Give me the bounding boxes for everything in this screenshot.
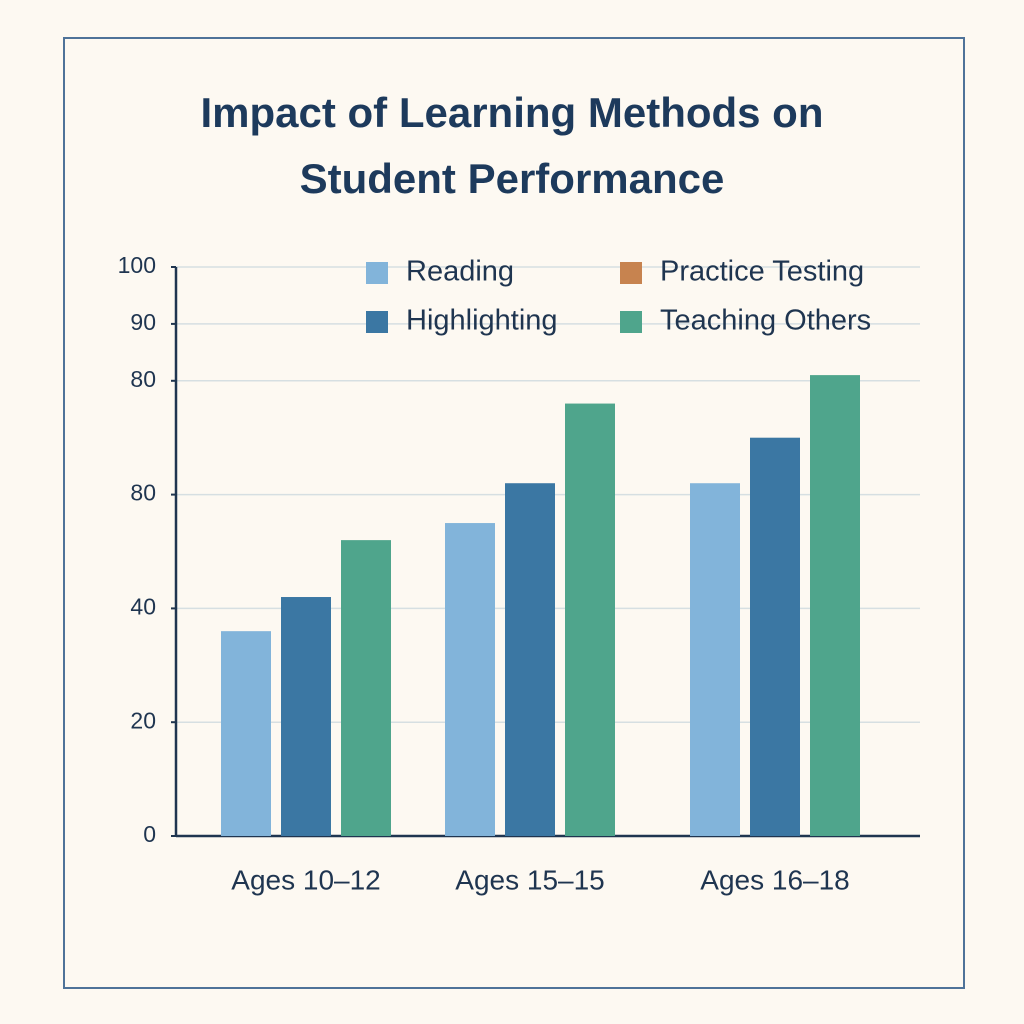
legend-swatch xyxy=(620,311,642,333)
x-tick-label: Ages 10–12 xyxy=(231,864,380,895)
y-tick-label: 0 xyxy=(143,821,156,847)
bar xyxy=(341,540,391,836)
legend-swatch xyxy=(366,262,388,284)
y-tick-label: 40 xyxy=(130,593,156,619)
x-tick-label: Ages 16–18 xyxy=(700,864,849,895)
y-tick-label: 100 xyxy=(118,252,156,278)
y-tick-label: 80 xyxy=(130,480,156,506)
bar xyxy=(690,483,740,836)
legend-label: Reading xyxy=(406,256,514,288)
y-tick-label: 90 xyxy=(130,309,156,335)
x-tick-label: Ages 15–15 xyxy=(455,864,604,895)
bar xyxy=(565,403,615,836)
legend-label: Practice Testing xyxy=(660,256,864,288)
frame xyxy=(63,37,965,989)
bar xyxy=(221,631,271,836)
bar xyxy=(281,597,331,836)
bar xyxy=(445,523,495,836)
legend-swatch xyxy=(620,262,642,284)
legend-swatch xyxy=(366,311,388,333)
y-tick-label: 80 xyxy=(130,366,156,392)
chart-title: Impact of Learning Methods on Student Pe… xyxy=(200,89,824,202)
bar xyxy=(750,437,800,836)
legend-label: Highlighting xyxy=(406,305,558,337)
y-tick-label: 20 xyxy=(130,707,156,733)
legend-label: Teaching Others xyxy=(660,305,871,337)
bar xyxy=(810,375,860,836)
bar xyxy=(505,483,555,836)
